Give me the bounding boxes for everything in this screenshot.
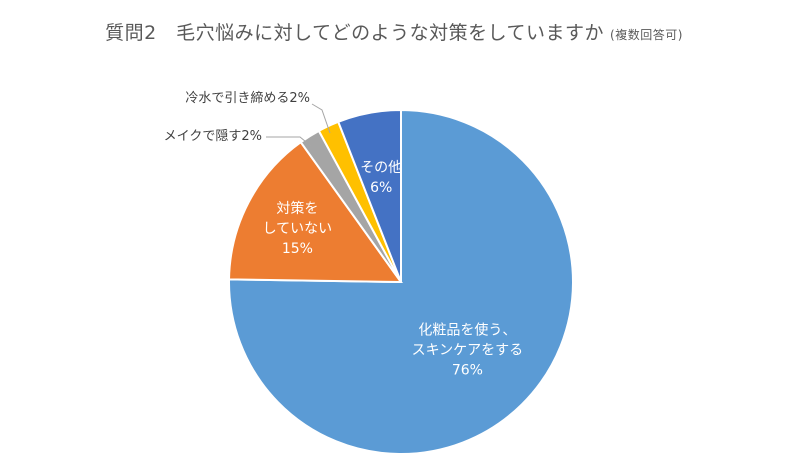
data-label: 冷水で引き締める2% (185, 90, 310, 106)
data-label: その他 6% (360, 160, 402, 196)
chart-title: 質問2 毛穴悩みに対してどのような対策をしていますか (複数回答可) (0, 18, 788, 45)
data-label: 化粧品を使う、スキンケアをする 76% (412, 321, 524, 378)
leader-line (266, 136, 312, 147)
pie-slice (336, 108, 402, 283)
pie-slices (228, 108, 574, 455)
pie-labels: 化粧品を使う、スキンケアをする 76% 対策をしていない 15% メイクで隠す2% 冷水で… (164, 90, 524, 378)
leader-line (311, 103, 331, 134)
data-label: 対策をしていない 15% (263, 200, 333, 257)
chart-title-main: 質問2 毛穴悩みに対してどのような対策をしていますか (105, 22, 605, 44)
pie-slice (228, 140, 403, 284)
data-label: メイクで隠す2% (164, 129, 262, 144)
chart-title-note: (複数回答可) (610, 28, 683, 42)
